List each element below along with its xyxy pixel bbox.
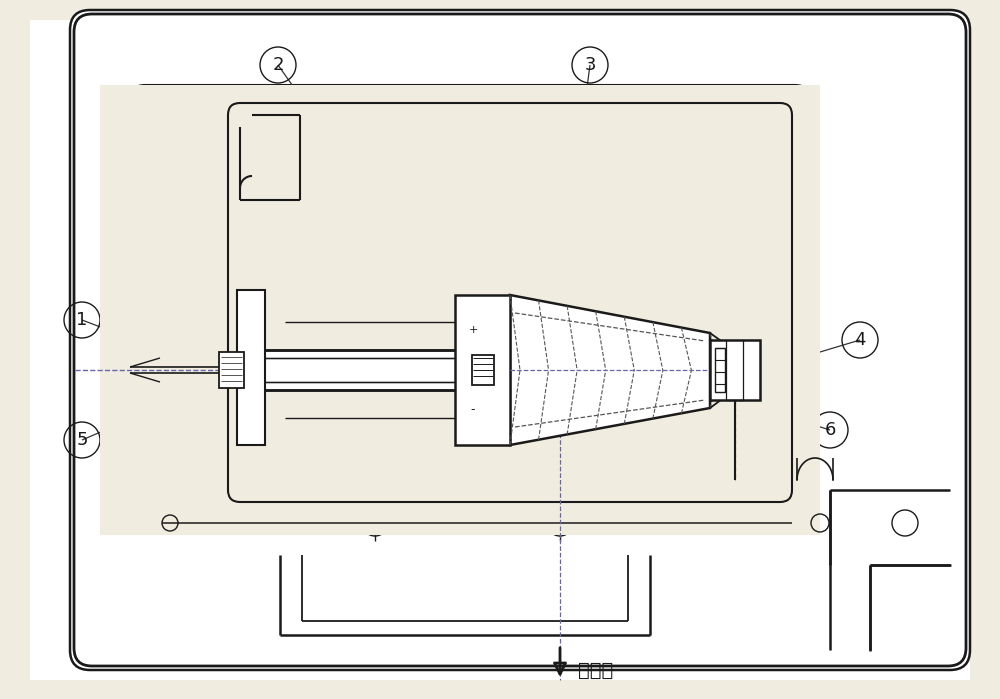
FancyBboxPatch shape — [130, 85, 810, 525]
Text: -: - — [471, 403, 475, 417]
Text: 3: 3 — [584, 56, 596, 74]
Bar — [130, 85, 810, 525]
Bar — [472, 355, 494, 385]
Text: 1: 1 — [76, 311, 88, 329]
Bar — [830, 565, 950, 650]
Bar — [715, 348, 725, 392]
FancyBboxPatch shape — [70, 10, 970, 670]
Text: 噴射点: 噴射点 — [578, 661, 613, 679]
Bar — [237, 290, 265, 445]
Text: 6: 6 — [824, 421, 836, 439]
Bar — [265, 350, 455, 390]
Text: +: + — [468, 325, 478, 335]
Bar — [710, 340, 760, 400]
Text: 2: 2 — [272, 56, 284, 74]
Bar — [219, 352, 244, 388]
Bar — [145, 100, 795, 510]
Bar — [455, 295, 510, 445]
Bar — [831, 491, 950, 650]
Bar — [145, 100, 280, 230]
Bar — [240, 115, 300, 200]
Polygon shape — [510, 295, 710, 445]
Bar — [100, 85, 820, 535]
Text: 5: 5 — [76, 431, 88, 449]
Text: 4: 4 — [854, 331, 866, 349]
